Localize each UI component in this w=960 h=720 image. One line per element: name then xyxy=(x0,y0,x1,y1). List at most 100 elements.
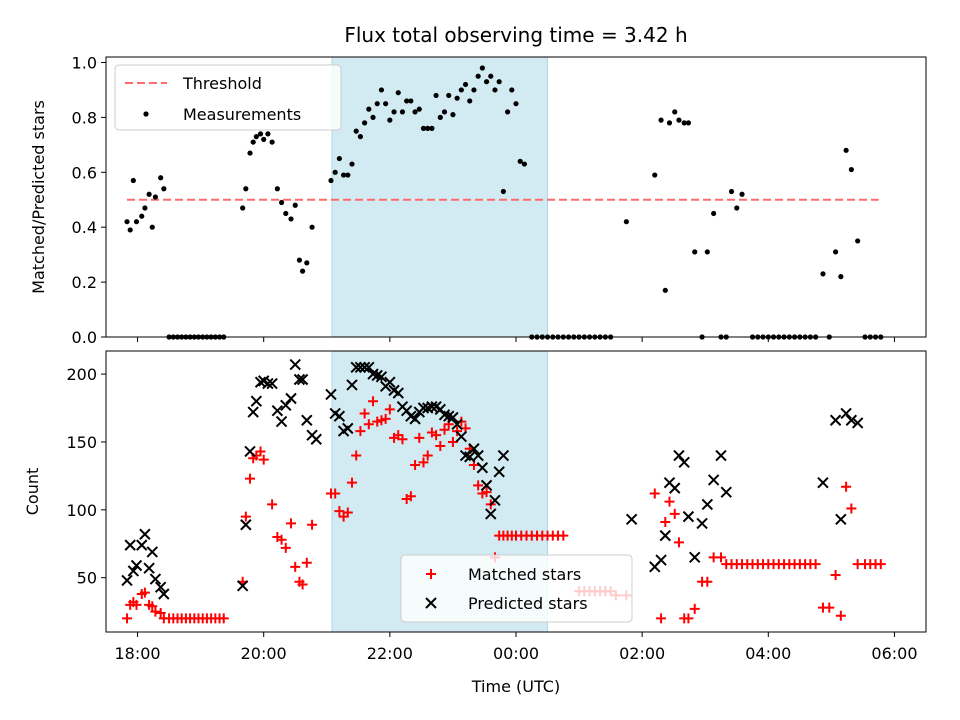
measurement-point xyxy=(471,87,477,93)
predicted-point xyxy=(301,414,313,426)
matched-point xyxy=(830,569,841,580)
measurement-point xyxy=(672,109,678,115)
predicted-point xyxy=(669,482,681,494)
y-tick-label: 0.6 xyxy=(72,163,97,182)
measurement-point xyxy=(843,147,849,153)
y-tick-label: 150 xyxy=(66,433,97,452)
measurement-point xyxy=(309,224,315,230)
measurement-point xyxy=(328,177,334,184)
measurement-point xyxy=(133,219,140,225)
matched-point xyxy=(359,408,370,419)
predicted-point xyxy=(701,498,714,511)
legend: Matched stars Predicted stars xyxy=(400,554,633,623)
matched-point xyxy=(380,413,391,424)
measurement-point xyxy=(496,79,502,85)
measurement-point xyxy=(142,205,148,211)
measurement-point xyxy=(345,172,351,178)
measurement-point xyxy=(362,120,368,126)
measurement-point xyxy=(475,73,481,79)
measurement-point xyxy=(513,101,519,107)
predicted-point xyxy=(375,371,388,383)
measurement-point xyxy=(652,172,658,178)
predicted-point xyxy=(354,361,367,373)
measurement-point xyxy=(288,216,294,222)
measurement-point xyxy=(517,158,523,164)
chart-title: Flux total observing time = 3.42 h xyxy=(344,23,687,47)
measurement-point xyxy=(728,188,735,195)
legend-predicted-swatch xyxy=(425,597,437,609)
predicted-point xyxy=(476,462,489,474)
predicted-point xyxy=(829,414,842,426)
predicted-point xyxy=(136,539,148,551)
predicted-point xyxy=(285,392,297,405)
x-tick-label: 00:00 xyxy=(493,644,539,663)
measurement-point xyxy=(838,274,844,280)
matched-point xyxy=(397,434,408,445)
predicted-point xyxy=(149,573,162,585)
predicted-point xyxy=(275,415,288,428)
matched-point xyxy=(841,481,852,492)
matched-point xyxy=(155,607,166,618)
matched-point xyxy=(245,473,256,484)
predicted-point xyxy=(447,411,459,424)
measurement-point xyxy=(124,219,130,225)
matched-point xyxy=(240,511,251,522)
y-tick-label: 0.8 xyxy=(72,108,97,127)
measurement-point xyxy=(425,125,431,131)
matched-point xyxy=(410,460,421,471)
y-tick-label: 0.2 xyxy=(72,273,97,292)
measurement-point xyxy=(462,81,469,88)
measurement-point xyxy=(412,109,418,115)
predicted-point xyxy=(280,399,292,412)
measurement-point xyxy=(420,125,427,131)
measurement-point xyxy=(243,186,249,192)
predicted-point xyxy=(271,405,284,417)
matched-point xyxy=(418,457,429,468)
measurement-point xyxy=(467,98,473,104)
predicted-point xyxy=(293,373,306,386)
measurement-point xyxy=(711,210,717,217)
predicted-point xyxy=(158,588,170,600)
measurement-point xyxy=(399,109,406,115)
legend-label-matched: Matched stars xyxy=(468,565,581,584)
matched-point xyxy=(716,552,726,563)
matched-point xyxy=(431,430,442,441)
matched-point xyxy=(473,480,484,491)
matched-point xyxy=(290,561,301,572)
x-tick-label: 20:00 xyxy=(241,644,287,663)
legend-box xyxy=(400,554,633,623)
predicted-point xyxy=(262,377,274,390)
y-axis-label: Matched/Predicted stars xyxy=(29,100,48,294)
y-tick-label: 0.0 xyxy=(72,328,97,347)
predicted-point xyxy=(247,406,259,418)
predicted-point xyxy=(384,376,396,388)
measurement-point xyxy=(278,199,285,206)
measurement-point xyxy=(488,73,494,79)
x-tick-label: 02:00 xyxy=(619,644,665,663)
predicted-point xyxy=(342,422,354,435)
predicted-point xyxy=(689,551,701,564)
predicted-point xyxy=(325,388,337,401)
x-tick-label: 04:00 xyxy=(745,644,791,663)
matched-point xyxy=(334,506,345,517)
matched-point xyxy=(363,419,374,430)
matched-point xyxy=(558,530,569,541)
matched-point xyxy=(351,450,362,461)
matched-point xyxy=(307,519,318,530)
measurement-point xyxy=(274,186,280,192)
predicted-point xyxy=(146,546,158,558)
measurement-point xyxy=(623,219,629,225)
measurement-point xyxy=(283,210,289,217)
predicted-point xyxy=(682,510,695,523)
predicted-point xyxy=(497,449,510,462)
predicted-point xyxy=(493,466,505,478)
matched-point xyxy=(330,488,341,499)
measurement-point xyxy=(492,87,498,93)
matched-point xyxy=(368,396,379,407)
predicted-point xyxy=(851,417,864,429)
predicted-point xyxy=(720,486,732,498)
predicted-point xyxy=(250,395,263,407)
x-tick-label: 18:00 xyxy=(114,644,160,663)
predicted-point xyxy=(130,559,143,572)
